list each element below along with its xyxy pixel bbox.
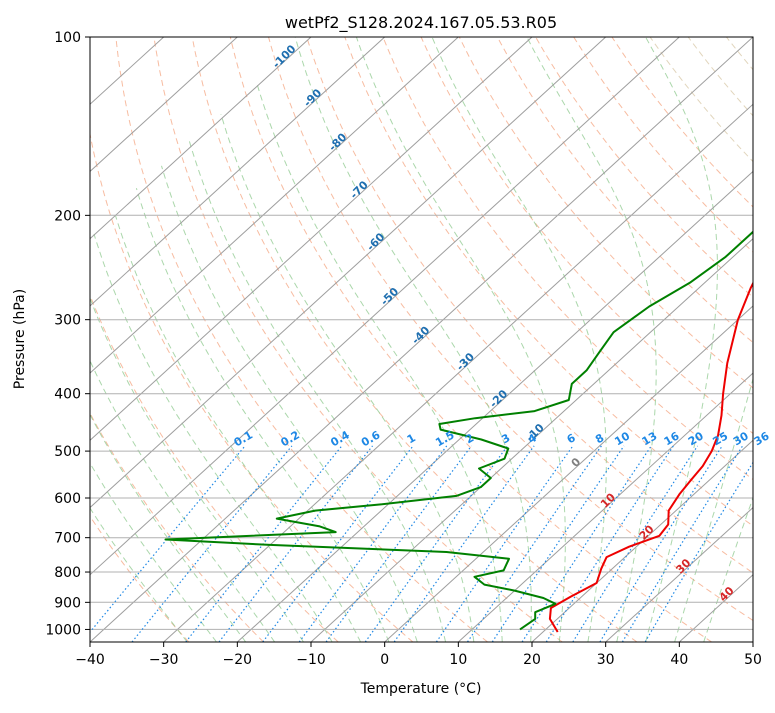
y-tick-label: 800 xyxy=(54,565,81,581)
y-tick-label: 700 xyxy=(54,531,81,547)
x-tick-label: 30 xyxy=(597,652,615,668)
y-axis-title: Pressure (hPa) xyxy=(12,289,28,389)
x-tick-label: −30 xyxy=(149,652,179,668)
x-tick-label: 50 xyxy=(744,652,762,668)
y-tick-label: 1000 xyxy=(45,622,81,638)
y-tick-label: 200 xyxy=(54,208,81,224)
x-tick-label: −10 xyxy=(296,652,326,668)
y-tick-label: 100 xyxy=(54,30,81,46)
x-tick-label: 0 xyxy=(380,652,389,668)
x-tick-label: 20 xyxy=(523,652,541,668)
x-tick-label: 40 xyxy=(670,652,688,668)
y-tick-label: 400 xyxy=(54,387,81,403)
y-tick-label: 300 xyxy=(54,313,81,329)
y-tick-label: 900 xyxy=(54,595,81,611)
x-tick-label: 10 xyxy=(449,652,467,668)
y-tick-label: 600 xyxy=(54,491,81,507)
x-tick-label: −40 xyxy=(75,652,105,668)
chart-title: wetPf2_S128.2024.167.05.53.R05 xyxy=(285,13,557,33)
y-tick-label: 500 xyxy=(54,444,81,460)
x-axis-title: Temperature (°C) xyxy=(360,681,482,697)
x-tick-label: −20 xyxy=(223,652,253,668)
